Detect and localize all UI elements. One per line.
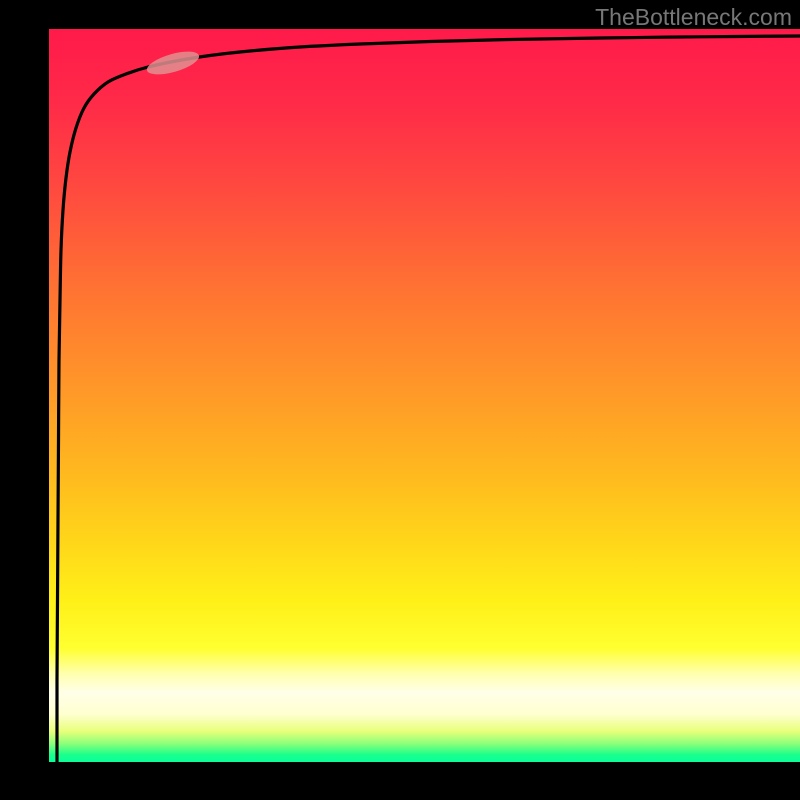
- chart-frame: TheBottleneck.com: [0, 0, 800, 800]
- frame-border-segment: [0, 0, 49, 800]
- frame-border-segment: [0, 762, 800, 800]
- plot-area: [49, 29, 800, 762]
- bottleneck-curve: [57, 36, 800, 762]
- curve-layer: [49, 29, 800, 762]
- watermark-text: TheBottleneck.com: [595, 4, 792, 31]
- highlight-marker: [145, 47, 202, 79]
